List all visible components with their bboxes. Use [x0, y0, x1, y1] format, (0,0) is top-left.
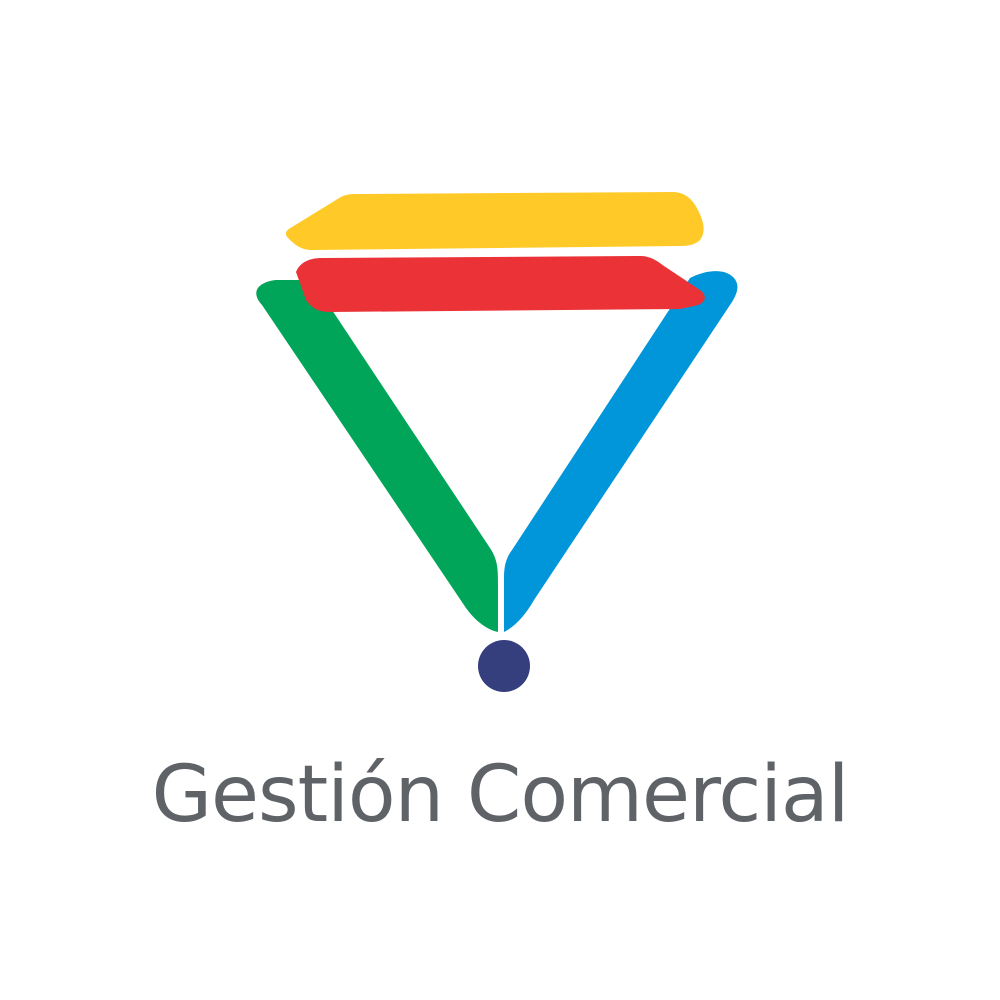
red-bar-shape — [296, 256, 705, 312]
navy-dot-shape — [478, 640, 530, 692]
green-stroke-shape — [256, 280, 498, 632]
brand-logo-icon — [256, 192, 738, 692]
yellow-bar-shape — [285, 192, 704, 250]
blue-stroke-shape — [504, 271, 738, 632]
brand-wordmark: Gestión Comercial — [151, 750, 850, 840]
